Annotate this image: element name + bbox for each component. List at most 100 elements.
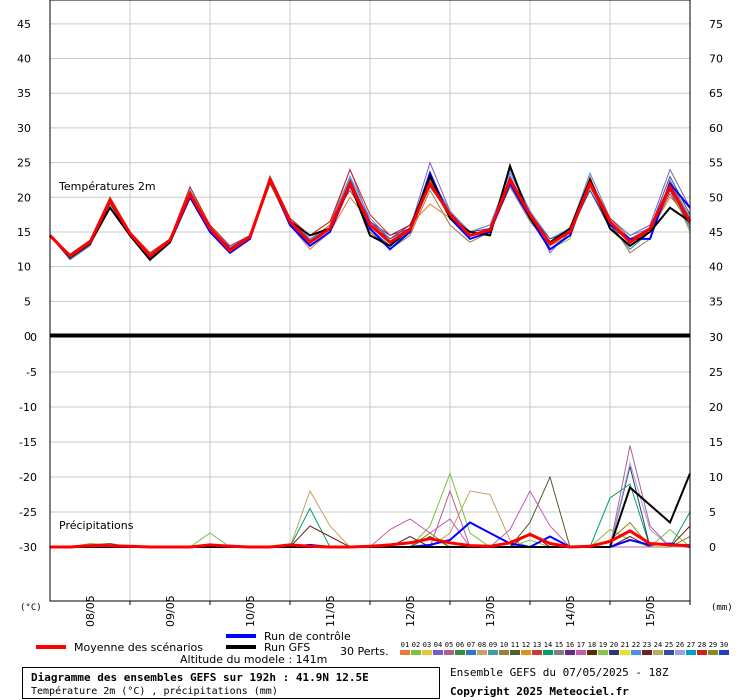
legend-gfs-label: Run GFS [264,641,310,654]
temperature-mean-line [48,175,692,259]
perturbation-number: 06 [456,641,464,649]
perturbation-swatch [543,650,553,655]
perturbation-swatch [697,650,707,655]
perturbation-swatch [499,650,509,655]
perturbation-swatch [422,650,432,655]
perturbation-swatch [411,650,421,655]
temperature-left-tick: 45 [17,18,31,31]
temperature-left-tick: 15 [17,226,31,239]
perturbation-number: 16 [566,641,574,649]
precipitation-right-tick: 20 [709,401,723,414]
precipitation-left-tick: -30 [19,541,37,554]
temperature-right-tick: 40 [709,261,723,274]
main-series-lines [48,162,692,549]
perturbation-number: 01 [401,641,409,649]
perturbation-number: 04 [434,641,442,649]
perturbation-swatch [598,650,608,655]
perturbation-number: 29 [709,641,717,649]
temperature-right-tick: 55 [709,157,723,170]
chart-grid [50,0,690,601]
perturbation-number: 27 [687,641,695,649]
perturbation-swatch [477,650,487,655]
temperature-right-tick: 75 [709,18,723,31]
perturbation-swatch [576,650,586,655]
x-date-label: 13/05 [484,595,497,627]
perturbation-number: 30 [720,641,728,649]
perturbation-number: 05 [445,641,453,649]
precipitation-right-tick: 0 [709,541,716,554]
perturbation-swatch [609,650,619,655]
precipitation-right-tick: 15 [709,436,723,449]
x-date-label: 14/05 [564,595,577,627]
perturbation-swatch [565,650,575,655]
perturbation-swatch [708,650,718,655]
x-date-label: 15/05 [644,595,657,627]
perturbation-number: 18 [588,641,596,649]
chart-axes: 05101520253035404535404550556065707530-3… [17,0,723,627]
perturbation-swatch [631,650,641,655]
perturbation-swatch [719,650,729,655]
precipitation-mean-line [50,529,691,549]
chart-subtitle: Température 2m (°C) , précipitations (mm… [31,686,278,697]
perturbation-swatch [653,650,663,655]
perturbation-swatch [686,650,696,655]
precipitation-left-tick: -20 [19,471,37,484]
perturbation-swatch [532,650,542,655]
temperature-left-tick: 20 [17,191,31,204]
perturbation-swatch [587,650,597,655]
perturbation-number: 14 [544,641,552,649]
perturbation-swatch [433,650,443,655]
temperature-unit-label: (°C) [20,603,42,613]
perturbation-swatch [455,650,465,655]
perturbation-number: 09 [489,641,497,649]
temperature-left-tick: 25 [17,157,31,170]
perturbation-number: 24 [654,641,662,649]
perturbation-swatch [675,650,685,655]
run-date: Ensemble GEFS du 07/05/2025 - 18Z [450,666,669,679]
x-date-label: 09/05 [164,595,177,627]
perturbation-number: 19 [599,641,607,649]
precipitation-panel-title: Précipitations [59,519,134,532]
perturbation-number: 13 [533,641,541,649]
temperature-panel-title: Températures 2m [58,180,156,193]
temperature-left-tick: 40 [17,53,31,66]
temperature-right-tick: 30 [709,331,723,344]
temperature-right-tick: 45 [709,226,723,239]
perturbation-number: 17 [577,641,585,649]
chart-legend: Moyenne des scénarios Run de contrôle Ru… [36,630,729,666]
perturbation-number: 25 [665,641,673,649]
precipitation-left-tick: -5 [26,366,37,379]
temperature-left-tick: 5 [24,295,31,308]
perturbation-number: 08 [478,641,486,649]
perturbation-number: 03 [423,641,431,649]
copyright: Copyright 2025 Meteociel.fr [450,685,629,698]
perturbation-swatch [620,650,630,655]
temperature-right-tick: 65 [709,87,723,100]
perturbation-legend: 01 02 03 04 05 06 07 08 09 10 11 12 13 14 15 16 17 18 19 20… [400,641,729,655]
legend-control-label: Run de contrôle [264,630,351,643]
perturbation-number: 22 [632,641,640,649]
perturbation-number: 12 [522,641,530,649]
perturbation-number: 10 [500,641,508,649]
perturbation-number: 02 [412,641,420,649]
x-date-label: 08/05 [84,595,97,627]
precipitation-left-tick: -15 [19,436,37,449]
perturbation-swatch [521,650,531,655]
perturbation-number: 15 [555,641,563,649]
temperature-left-tick: 0 [24,330,31,343]
perturbation-swatch [642,650,652,655]
precipitation-unit-label: (mm) [711,603,733,613]
perturbation-swatch [466,650,476,655]
perturbation-swatch [664,650,674,655]
legend-perts-label: 30 Perts. [340,645,389,658]
temperature-right-tick: 70 [709,53,723,66]
x-date-label: 12/05 [404,595,417,627]
x-date-label: 11/05 [324,595,337,627]
temperature-left-tick: 35 [17,87,31,100]
perturbation-number: 26 [676,641,684,649]
temperature-right-tick: 60 [709,122,723,135]
perturbation-swatch [488,650,498,655]
perturbation-number: 23 [643,641,651,649]
temperature-left-tick: 10 [17,261,31,274]
